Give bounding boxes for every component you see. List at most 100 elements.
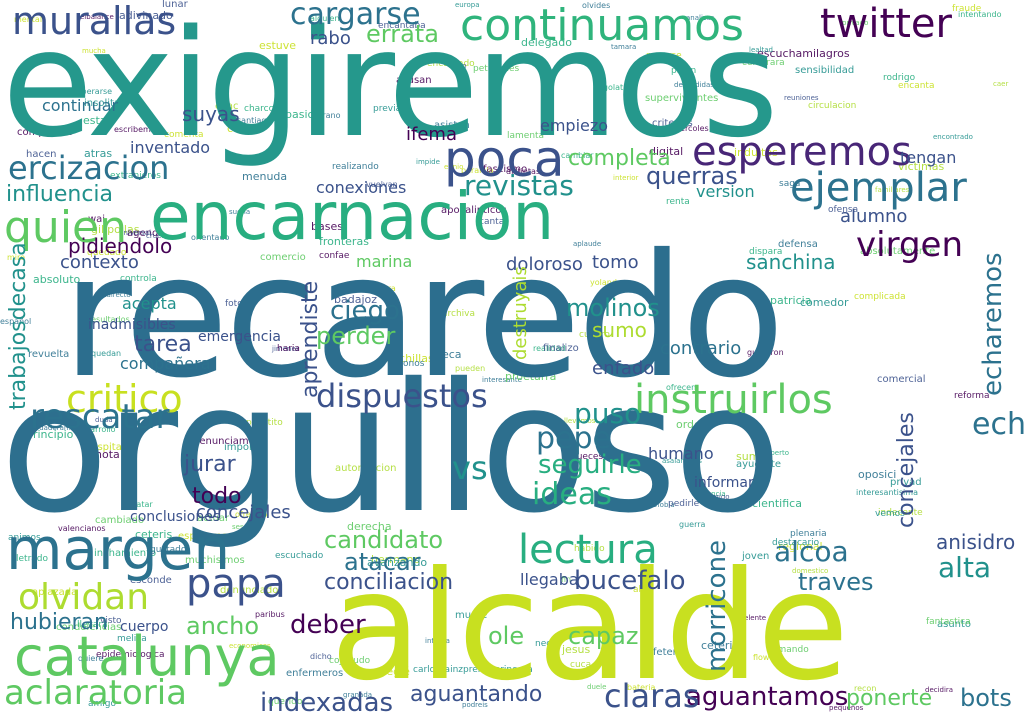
word-esconde: esconde [130, 575, 172, 586]
word-pueden: pueden [455, 364, 486, 373]
word-alcalde: alcalde [330, 540, 849, 714]
word-realizando: realizando [332, 162, 379, 172]
word-cuca: cuca [570, 660, 592, 670]
word-foto: foto [225, 299, 243, 309]
word-insolita: insolita [84, 98, 121, 109]
word-espetamos: espetamos [178, 531, 233, 542]
word-asisten: asisten [434, 120, 470, 131]
word-ayudarte: ayudarte [736, 459, 782, 470]
word-letrado: letrado [16, 554, 49, 564]
word-morricone: marina [356, 252, 413, 271]
word-intenta: intenta [425, 637, 450, 645]
word-decidira: decidira [925, 686, 954, 694]
word-critico: critico [66, 377, 183, 421]
word-basica: basica [285, 108, 321, 121]
word-recaredo: recaredo [62, 218, 785, 416]
word-sensibilidad: sensibilidad [795, 65, 855, 76]
word-avanzando: avanzando [367, 556, 428, 569]
word-adivinado: adivinado [119, 9, 173, 22]
word-escuchado: escuchado [275, 551, 324, 561]
word-emergencia: emergencia [198, 329, 281, 345]
word-tirano: tirano [317, 111, 341, 120]
word-contrario: contrario [660, 338, 742, 359]
word-lealtad: lealtad [749, 46, 773, 54]
word-muchisimos: muchisimos [185, 555, 245, 566]
word-acusan: acusan [396, 75, 432, 86]
word-duda: duda [95, 416, 113, 424]
word-cargarse: cargarse [290, 0, 421, 32]
word-llevara: llevara [77, 620, 108, 630]
word-delegado: delegado [521, 36, 573, 49]
word-tamara: tamara [611, 43, 637, 51]
word-apiazada: apiazada [32, 587, 78, 598]
word-exigiremos: exigiremos [2, 0, 779, 170]
word-conclusiones: trabajosdecasa [6, 242, 31, 410]
word-dispara: dispara [749, 247, 783, 257]
word-echaremos: echaremos [972, 407, 1024, 442]
word-pidiendolo: pidiendolo [68, 234, 173, 258]
word-destacario: destacario [772, 538, 820, 548]
word-quiere: quiere [78, 654, 104, 663]
word-puestito: puestito [246, 418, 283, 428]
word-inchamiento: inchamiento [94, 548, 157, 559]
word-destruyais: aprendiste [298, 280, 323, 398]
word-ercizacion: ercizacion [8, 149, 170, 187]
word-proetarra: proetarra [505, 370, 557, 383]
word-santiago: santiago [237, 116, 272, 125]
word-errata: errata [366, 20, 439, 48]
word-tarea: tarea [134, 332, 192, 357]
word-jurar: jurar [184, 452, 236, 477]
word-hubieran: hubieran [10, 610, 108, 635]
word-fraude: fraude [952, 4, 982, 14]
word-cpac: cpac [215, 101, 239, 112]
word-complicada: complicada [854, 292, 906, 302]
word-seguirle: seguirle [538, 450, 642, 480]
word-digital: digital [649, 145, 684, 158]
word-vemos: vemos [875, 509, 905, 519]
word-ofrecido: ofrecido [235, 510, 268, 519]
word-quedado: quedado [87, 248, 127, 258]
word-ofrecen: ofrecen [666, 383, 697, 392]
word-denunciado: denunciado [220, 585, 279, 596]
word-orientado: orientado [191, 233, 230, 242]
word-actuar: actuar [197, 513, 230, 524]
word-autorizacion: autorizacion [335, 463, 397, 474]
word-olvidan: olvidan [18, 577, 150, 618]
word-menuda: menuda [242, 170, 288, 183]
word-intentando: intentando [958, 10, 1002, 19]
word-enemigo: enemigo [699, 493, 730, 501]
word-resultados: resultados [88, 315, 130, 324]
word-indultos: indultos [734, 146, 778, 159]
word-sumen: sumen [736, 450, 774, 463]
word-muere: muere [455, 610, 488, 621]
word-reuniones: reuniones [784, 94, 819, 102]
word-podreis: podreis [462, 701, 488, 709]
word-llevara: informar [694, 475, 754, 491]
word-cruel: cruel [146, 232, 164, 240]
word-twitter: twitter [820, 1, 952, 47]
word-privad: privad [890, 477, 922, 488]
word-jesus: jesus [562, 643, 591, 656]
word-hermano: hermano [371, 553, 421, 566]
word-carlossainzpremioprincesa: carlossainzpremioprincesa [413, 665, 533, 675]
word-alta: alta [938, 551, 992, 584]
word-ofensa: ofensa [828, 205, 859, 215]
word-suena: suena [229, 208, 251, 216]
word-desarrollo: desarrollo [76, 425, 116, 434]
word-melilla: melilla [117, 634, 147, 644]
word-veto: veto [451, 62, 467, 70]
word-virgen: virgen [856, 225, 963, 265]
word-catalunya: catalunya [14, 625, 280, 688]
word-ejemplar: ejemplar [790, 165, 967, 211]
word-comenta: comenta [164, 130, 204, 140]
word-saga: saga [779, 179, 801, 189]
word-rabo: rabo [310, 28, 351, 49]
word-flow: flow [753, 653, 770, 662]
word-comercial: comercial [877, 374, 926, 385]
word-candidato: candidato [324, 526, 444, 554]
word-tengan: tengan [900, 148, 957, 167]
word-experto: experto [762, 449, 789, 457]
word-ancho: ancho [186, 612, 260, 640]
word-elbalance: elbalance [80, 13, 114, 21]
word-inventado: inventado [130, 138, 211, 157]
